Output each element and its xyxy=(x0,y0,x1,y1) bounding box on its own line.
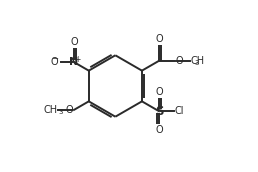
Text: 3: 3 xyxy=(195,60,199,66)
Text: CH: CH xyxy=(44,105,58,115)
Text: +: + xyxy=(74,55,80,63)
Text: N: N xyxy=(69,57,79,67)
Text: O: O xyxy=(155,34,163,44)
Text: O: O xyxy=(50,57,58,67)
Text: CH: CH xyxy=(190,56,204,66)
Text: S: S xyxy=(155,105,163,118)
Text: O: O xyxy=(176,56,183,66)
Text: O: O xyxy=(66,105,73,115)
Text: O: O xyxy=(155,125,163,135)
Text: Cl: Cl xyxy=(175,106,184,116)
Text: O: O xyxy=(70,37,78,47)
Text: O: O xyxy=(155,87,163,97)
Text: −: − xyxy=(51,55,58,63)
Text: 3: 3 xyxy=(59,109,63,115)
